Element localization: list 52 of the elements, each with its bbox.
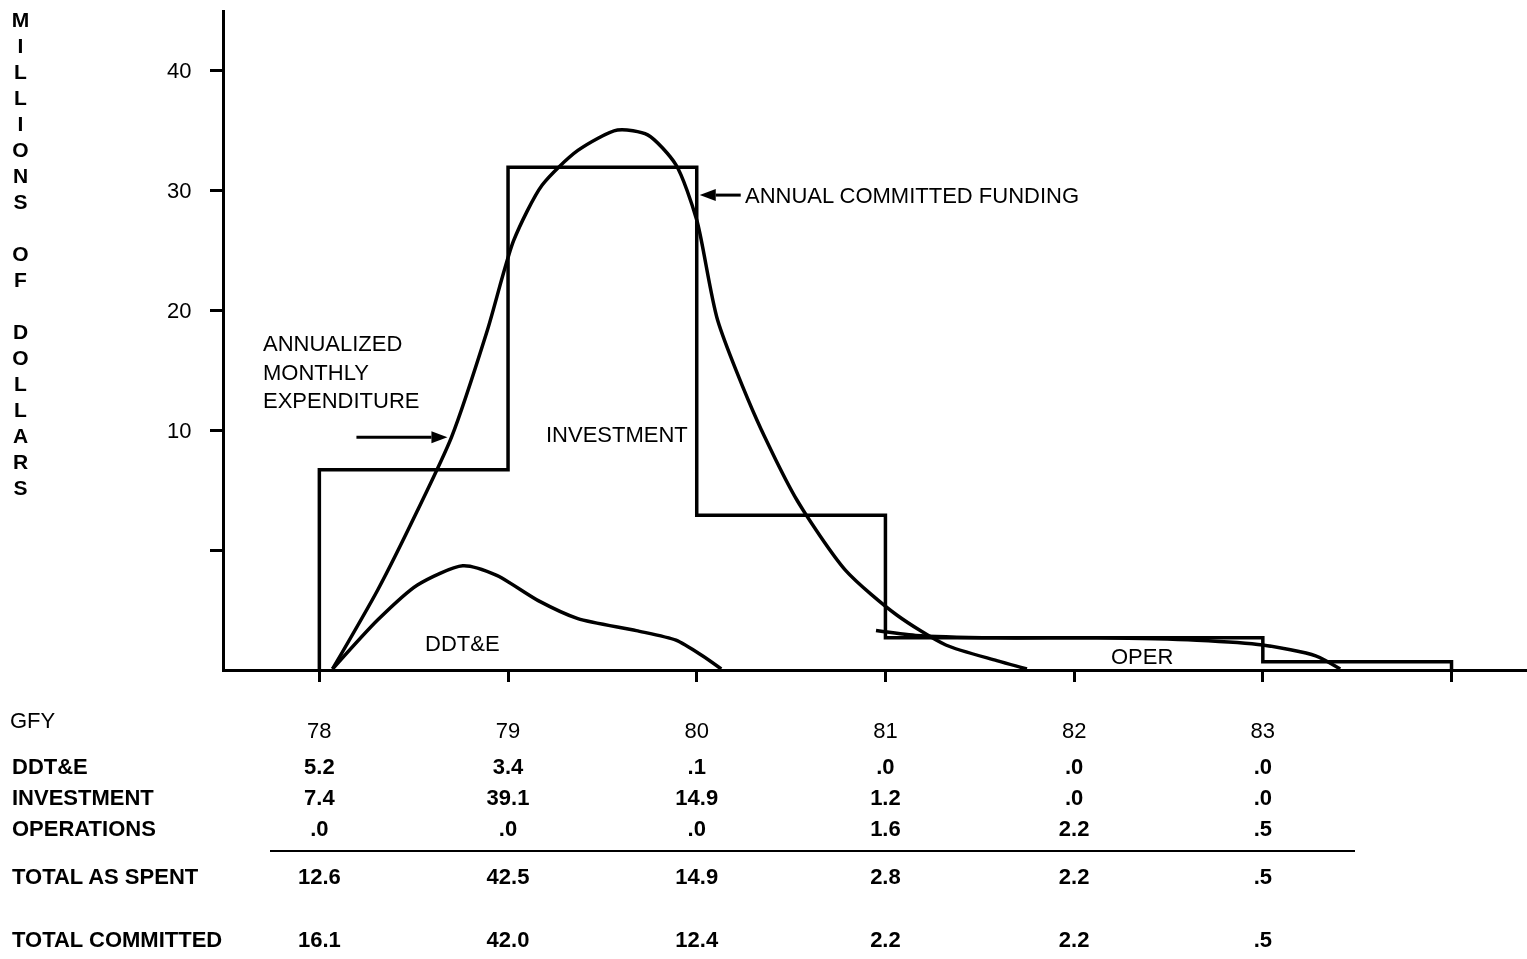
text: 42.5 bbox=[486, 864, 530, 890]
x-tick-label: 78 bbox=[307, 718, 332, 744]
annotation: INVESTMENT bbox=[546, 422, 688, 447]
text: .0 bbox=[310, 816, 329, 842]
text: .5 bbox=[1253, 816, 1272, 842]
text: .5 bbox=[1253, 927, 1272, 953]
text: 16.1 bbox=[297, 927, 341, 953]
text: .1 bbox=[687, 754, 706, 780]
text: INVESTMENT bbox=[12, 785, 154, 811]
text: .0 bbox=[498, 816, 518, 842]
text: 7.4 bbox=[304, 785, 335, 811]
series-label: DDT&E bbox=[425, 631, 500, 656]
text: 14.9 bbox=[675, 785, 719, 811]
text: 3.4 bbox=[492, 754, 524, 780]
text: 1.6 bbox=[870, 816, 901, 842]
text: 5.2 bbox=[304, 754, 335, 780]
x-tick-label: 81 bbox=[873, 718, 898, 744]
text: 39.1 bbox=[486, 785, 530, 811]
text: 14.9 bbox=[675, 864, 719, 890]
text: .5 bbox=[1253, 864, 1272, 890]
y-tick-label: 40 bbox=[167, 57, 192, 83]
x-tick-label: 82 bbox=[1061, 718, 1087, 744]
text: GFY bbox=[10, 708, 56, 733]
text: 2.2 bbox=[870, 927, 901, 953]
y-tick-label: 30 bbox=[167, 177, 192, 203]
x-tick-label: 79 bbox=[495, 718, 521, 744]
text: 2.2 bbox=[1058, 864, 1090, 890]
x-tick-label: 80 bbox=[684, 718, 709, 744]
text: TOTAL AS SPENT bbox=[12, 864, 199, 890]
text: 2.2 bbox=[1058, 927, 1090, 953]
text: .0 bbox=[876, 754, 895, 780]
text: .0 bbox=[687, 816, 706, 842]
text: 2.2 bbox=[1058, 816, 1090, 842]
y-tick-label: 10 bbox=[167, 417, 192, 443]
text: 12.4 bbox=[675, 927, 719, 953]
text: .0 bbox=[1253, 754, 1272, 780]
text: 1.2 bbox=[870, 785, 901, 811]
legend-label: ANNUAL COMMITTED FUNDING bbox=[745, 183, 1080, 208]
y-tick-label: 20 bbox=[167, 297, 192, 323]
text: OPERATIONS bbox=[12, 816, 156, 842]
text: 2.8 bbox=[870, 864, 901, 890]
text: DDT&E bbox=[12, 754, 88, 780]
text: 12.6 bbox=[297, 864, 341, 890]
series-label: OPER bbox=[1111, 644, 1174, 669]
text: 42.0 bbox=[486, 927, 530, 953]
text: .0 bbox=[1064, 754, 1084, 780]
series-label: ANNUALIZED MONTHLY EXPENDITURE bbox=[263, 331, 420, 414]
x-tick-label: 83 bbox=[1250, 718, 1276, 744]
text: .0 bbox=[1253, 785, 1272, 811]
text: TOTAL COMMITTED bbox=[12, 927, 223, 953]
text: MILLIONS OF DOLLARS bbox=[8, 8, 32, 502]
text: .0 bbox=[1064, 785, 1084, 811]
